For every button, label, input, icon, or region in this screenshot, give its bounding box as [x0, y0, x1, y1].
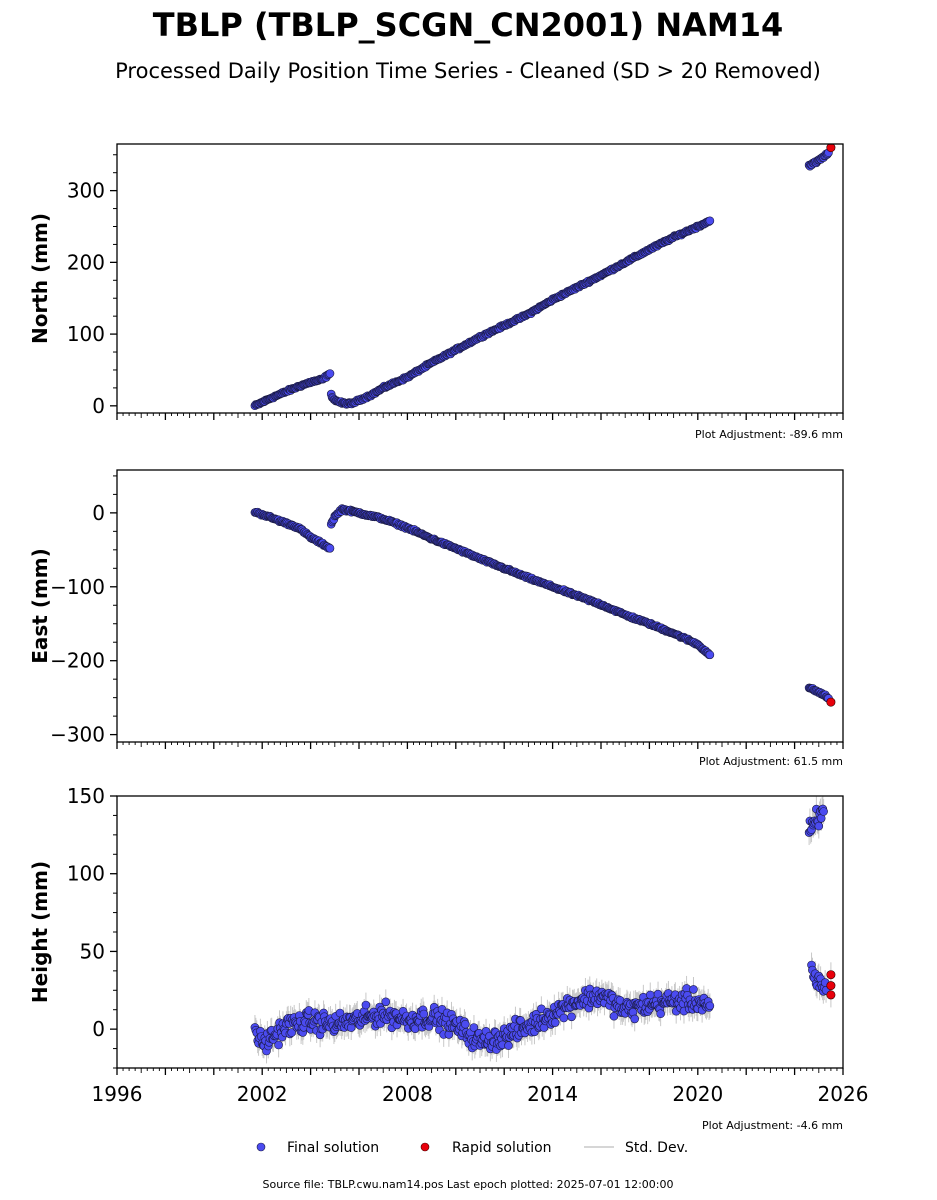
final-point [705, 650, 715, 660]
plot-area [250, 796, 836, 1064]
final-point [567, 1012, 576, 1022]
legend-final-label: Final solution [287, 1140, 379, 1156]
plot-adjustment-note: Plot Adjustment: -4.6 mm [702, 1119, 843, 1132]
final-point [381, 997, 391, 1007]
y-tick-label: 150 [67, 784, 105, 808]
chart-subtitle: Processed Daily Position Time Series - C… [115, 59, 821, 83]
x-tick-label: 2002 [237, 1082, 288, 1106]
height-panel: 0 50 100 150 1996 2002 2008 2014 2020 2026 Height … [28, 784, 868, 1132]
legend: Final solution Rapid solution Std. Dev. [256, 1140, 688, 1156]
y-tick-label: 300 [67, 179, 105, 203]
final-point [325, 543, 335, 553]
rapid-point [826, 981, 836, 991]
final-point [361, 1000, 371, 1010]
x-tick-label: 2026 [818, 1082, 869, 1106]
final-point [705, 1001, 715, 1011]
y-tick-label: −300 [50, 723, 105, 747]
rapid-solution-series [826, 144, 836, 153]
y-tick-label: 100 [67, 862, 105, 886]
final-point [559, 1013, 569, 1023]
legend-std-label: Std. Dev. [625, 1140, 688, 1156]
final-point [656, 1009, 665, 1019]
final-point [630, 1014, 640, 1024]
legend-rapid-marker [420, 1142, 430, 1152]
rapid-point [826, 697, 836, 707]
rapid-point [826, 144, 836, 153]
y-axis-label: East (mm) [28, 548, 52, 664]
x-tick-label: 2014 [527, 1082, 578, 1106]
plot-frame [116, 795, 844, 1069]
final-point [460, 1019, 470, 1029]
y-tick-label: 0 [92, 501, 105, 525]
legend-rapid-label: Rapid solution [452, 1140, 552, 1156]
final-point [274, 1040, 283, 1050]
final-point [325, 369, 335, 378]
legend-final-marker [256, 1142, 266, 1152]
y-tick-label: 0 [92, 1017, 105, 1041]
plot-area [250, 144, 836, 411]
final-solution-series [250, 504, 833, 703]
plot-adjustment-note: Plot Adjustment: 61.5 mm [699, 755, 843, 768]
chart-title: TBLP (TBLP_SCGN_CN2001) NAM14 [153, 6, 783, 44]
final-point [287, 1028, 296, 1037]
rapid-point [826, 970, 836, 980]
east-panel: −300 −200 −100 0 East (mm) Plot Adjustment: 6… [28, 469, 844, 768]
x-tick-label: 2020 [672, 1082, 723, 1106]
final-point [504, 1041, 513, 1050]
rapid-point [826, 990, 836, 1000]
x-tick-label: 1996 [92, 1082, 143, 1106]
rapid-solution-series [826, 697, 836, 707]
plot-frame [116, 143, 844, 414]
final-point [819, 807, 828, 816]
final-solution-series [250, 148, 833, 411]
final-solution-series [250, 796, 831, 1064]
final-point [550, 1018, 560, 1027]
final-point [609, 1011, 619, 1021]
footer-source: Source file: TBLP.cwu.nam14.pos Last epo… [263, 1178, 674, 1191]
plot-adjustment-note: Plot Adjustment: -89.6 mm [695, 428, 843, 441]
y-tick-label: −200 [50, 649, 105, 673]
y-tick-label: −100 [50, 575, 105, 599]
y-axis-label: North (mm) [28, 213, 52, 344]
final-point [705, 216, 715, 226]
y-tick-label: 0 [92, 394, 105, 418]
final-point [469, 1023, 479, 1032]
x-tick-label: 2008 [382, 1082, 433, 1106]
y-tick-label: 100 [67, 322, 105, 346]
y-axis-label: Height (mm) [28, 861, 52, 1003]
y-tick-label: 200 [67, 250, 105, 274]
final-point [689, 985, 698, 994]
final-point [419, 1009, 429, 1019]
y-tick-label: 50 [80, 939, 105, 963]
rapid-solution-series [826, 962, 836, 1008]
plot-frame [116, 469, 844, 743]
north-panel: 0 100 200 300 North (mm) Plot Adjustment: -89… [28, 143, 844, 441]
plot-area [250, 504, 836, 707]
final-point [814, 821, 824, 831]
